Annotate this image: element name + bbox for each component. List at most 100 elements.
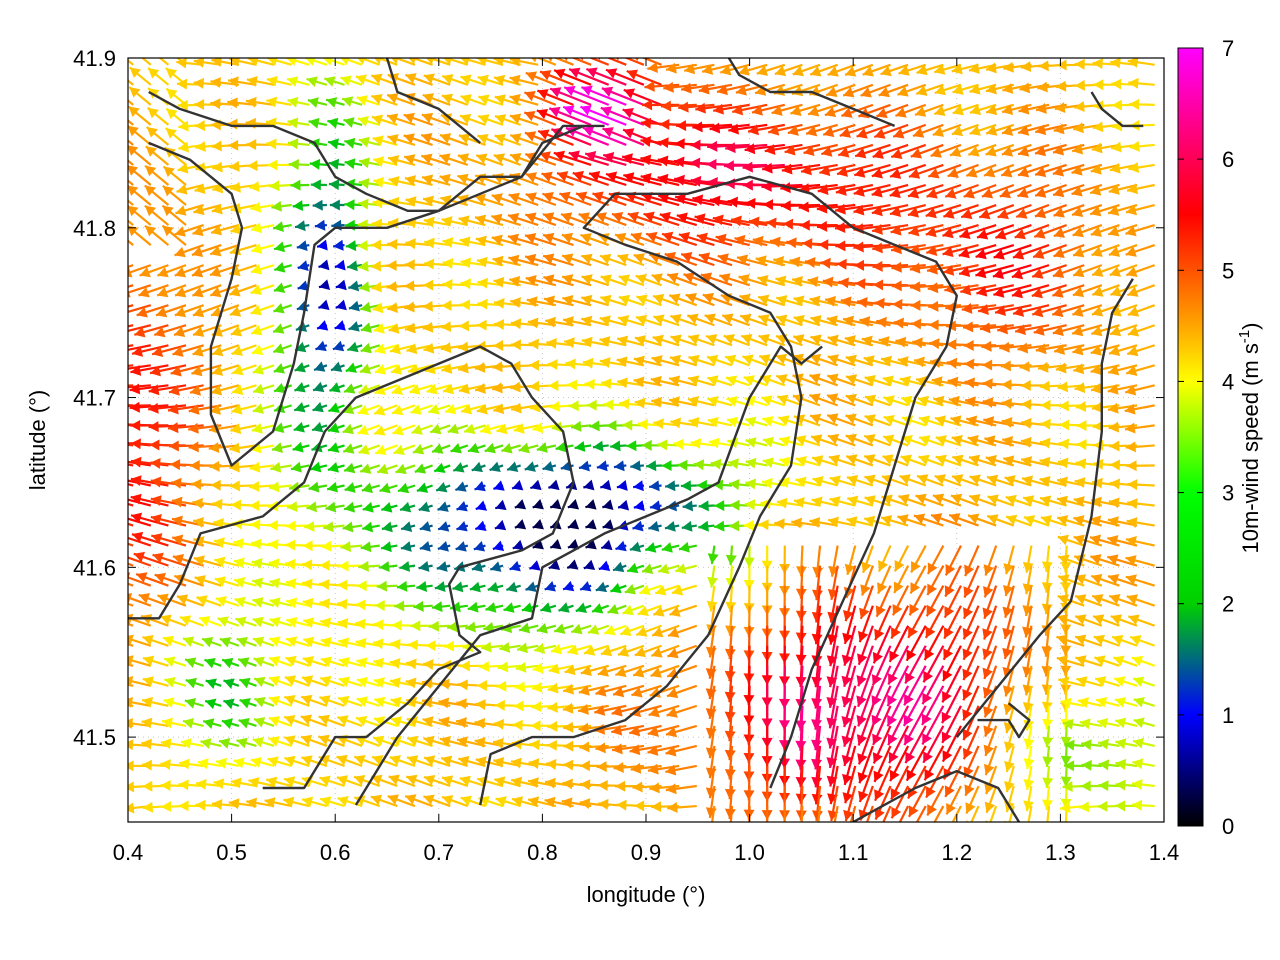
wind-vector-head (840, 296, 852, 308)
wind-vector-shaft (128, 304, 152, 314)
wind-vector-head (579, 741, 590, 753)
wind-vector-head (458, 755, 470, 767)
wind-vector-head (514, 519, 527, 530)
wind-vector-head (732, 104, 744, 116)
wind-vector-head (857, 297, 868, 308)
wind-vector-head (664, 521, 676, 532)
wind-vector-head (776, 314, 788, 326)
wind-vector-head (667, 272, 679, 284)
wind-vector-head (129, 401, 140, 413)
wind-vector-head (795, 435, 807, 446)
wind-vector-head (962, 321, 974, 333)
wind-vector-head (475, 756, 487, 768)
wind-vector-head (513, 423, 525, 434)
wind-vector-head (842, 773, 853, 785)
wind-vector-head (618, 499, 630, 511)
wind-vector-head (947, 167, 959, 178)
wind-vector-head (302, 597, 314, 609)
wind-vector-head (474, 737, 486, 748)
wind-vector-head (460, 94, 472, 105)
wind-vector-head (743, 519, 754, 531)
wind-vector-head (216, 757, 227, 769)
wind-vector-head (204, 657, 216, 669)
wind-vector-head (421, 112, 434, 124)
wind-vector-head (581, 274, 593, 285)
wind-vector-head (517, 642, 528, 654)
wind-vector-head (323, 521, 334, 533)
wind-vector-shaft (128, 284, 152, 294)
wind-vector-head (344, 199, 355, 211)
wind-vector-head (1131, 655, 1144, 667)
wind-vector-head (129, 383, 141, 395)
wind-vector-head (142, 634, 154, 646)
wind-vector-head (328, 158, 340, 170)
wind-vector-head (136, 572, 148, 583)
wind-vector-head (229, 442, 241, 454)
wind-vector-head (666, 783, 677, 795)
wind-vector-head (105, 803, 116, 814)
wind-vector-head (387, 302, 398, 314)
wind-vector-head (792, 353, 804, 365)
wind-vector-head (362, 521, 374, 533)
wind-vector-head (586, 399, 597, 411)
wind-vector-head (238, 717, 250, 729)
wind-vector-head (743, 375, 755, 386)
wind-vector-head (250, 201, 262, 213)
wind-vector-head (1127, 58, 1139, 68)
wind-vector-head (457, 153, 470, 164)
wind-vector-head (615, 540, 627, 552)
wind-vector-head (712, 214, 724, 226)
wind-vector-head (510, 133, 522, 144)
wind-vector-shaft (128, 658, 152, 667)
wind-vector-head (372, 302, 384, 314)
wind-vector-head (571, 623, 583, 635)
wind-vector-head (633, 355, 645, 367)
wind-vector-head (174, 286, 187, 298)
wind-vector-head (1092, 266, 1104, 277)
wind-vector-head (287, 76, 299, 87)
wind-vector-head (109, 165, 120, 176)
wind-vector-head (887, 733, 898, 746)
wind-vector-head (355, 599, 366, 611)
wind-vector-head (992, 268, 1005, 280)
wind-vector-head (959, 228, 971, 240)
wind-vector-head (1060, 736, 1072, 747)
wind-vector-head (592, 603, 604, 614)
wind-vector-head (410, 404, 422, 415)
wind-vector-head (509, 74, 521, 86)
wind-vector-head (1127, 479, 1138, 491)
wind-vector-head (377, 463, 389, 475)
wind-vector-head (774, 518, 785, 530)
wind-vector-head (109, 145, 120, 156)
wind-vector-head (914, 106, 927, 117)
wind-vector-shaft (392, 58, 416, 66)
wind-vector-head (236, 737, 248, 749)
wind-vector-head (370, 260, 382, 272)
wind-vector-head (475, 383, 486, 394)
wind-vector-head (864, 414, 876, 425)
wind-vector-head (358, 177, 370, 189)
wind-vector-head (827, 66, 839, 77)
wind-vector-head (706, 600, 718, 612)
wind-vector-head (268, 715, 281, 727)
wind-vector-head (1041, 561, 1053, 572)
wind-vector-head (712, 479, 724, 491)
wind-vector-head (423, 735, 435, 747)
wind-vector-head (115, 532, 126, 542)
wind-vector-head (598, 798, 609, 810)
wind-vector-head (567, 644, 579, 656)
wind-vector-head (338, 676, 350, 687)
wind-vector-head (133, 551, 146, 563)
wind-vector-head (627, 211, 639, 223)
wind-vector-head (997, 208, 1009, 220)
wind-vector-head (934, 105, 946, 116)
wind-vector-head (978, 304, 989, 315)
wind-vector-head (1108, 205, 1120, 216)
wind-vector-head (192, 497, 203, 509)
wind-vector-head (1040, 495, 1052, 507)
wind-vector-head (150, 365, 161, 377)
wind-vector-head (829, 496, 841, 507)
wind-vector-head (777, 394, 789, 405)
wind-vector-head (578, 703, 589, 715)
wind-vector-head (1012, 249, 1025, 260)
